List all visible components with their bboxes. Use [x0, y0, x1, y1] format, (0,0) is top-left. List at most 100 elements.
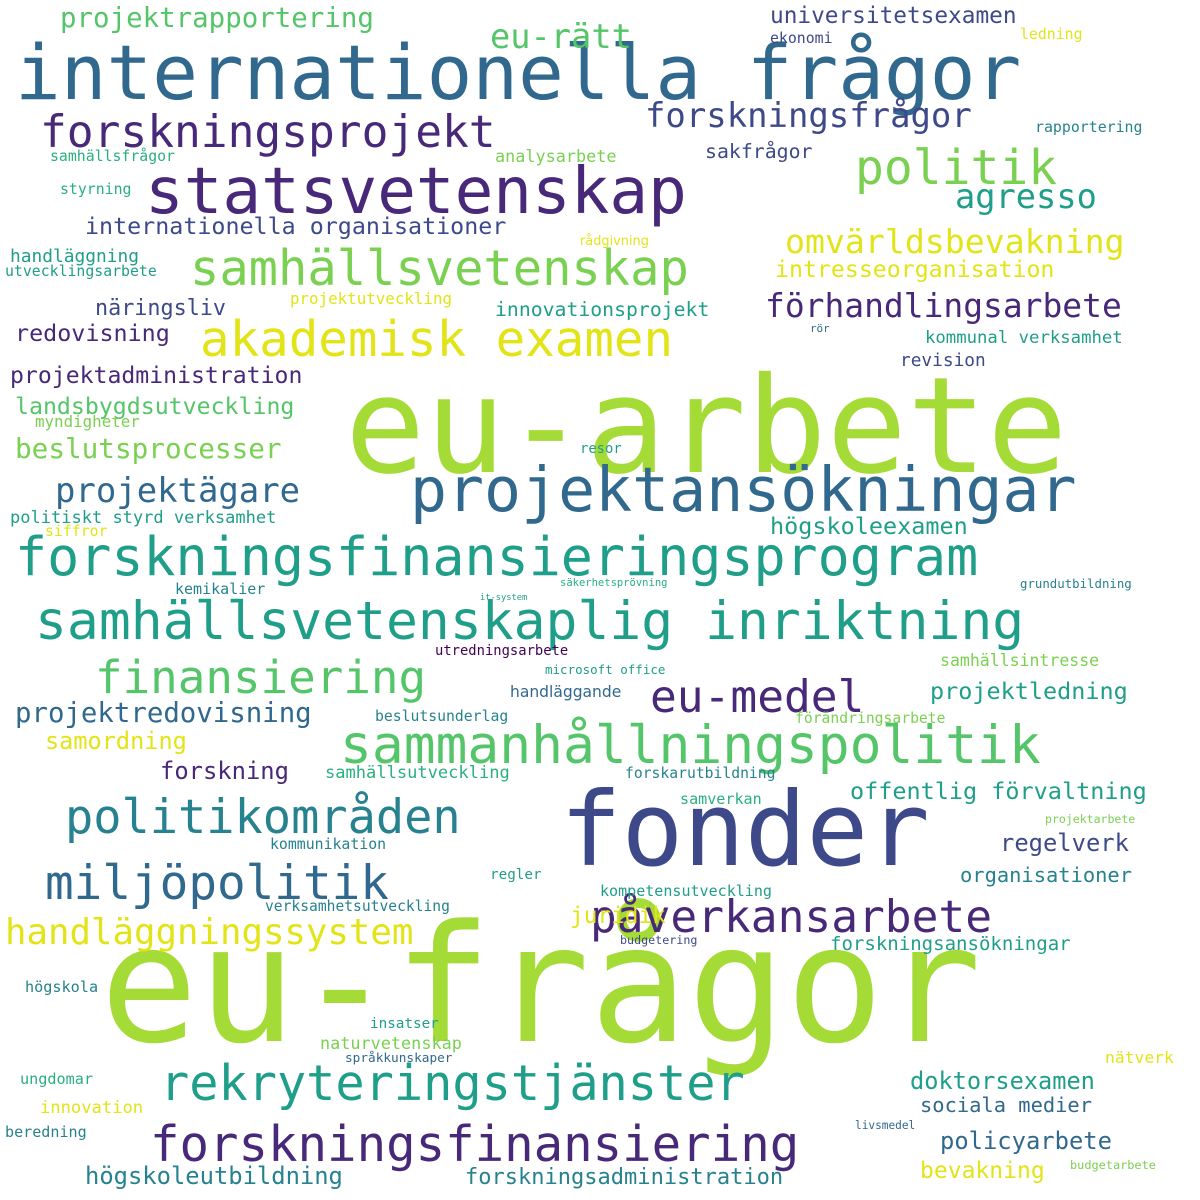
word: högskoleexamen — [770, 512, 968, 540]
word: förändringsarbete — [795, 710, 946, 727]
word: samhällsvetenskaplig inriktning — [35, 591, 1025, 652]
word: projektledning — [930, 677, 1128, 705]
word: samhällsvetenskap — [190, 241, 689, 297]
word: språkkunskaper — [345, 1051, 453, 1066]
word: fonder — [560, 771, 930, 890]
word: internationella organisationer — [85, 212, 507, 240]
word: utredningsarbete — [435, 643, 569, 659]
word: högskola — [25, 978, 99, 996]
word: eu-arbete — [345, 349, 1068, 504]
word: analysarbete — [495, 146, 617, 166]
word: forskningsprojekt — [40, 106, 496, 158]
word: samhällsintresse — [940, 651, 1100, 670]
word: regelverk — [1000, 829, 1129, 857]
word: rör — [810, 322, 830, 335]
word: kommunal verksamhet — [925, 328, 1123, 348]
word: forskningsadministration — [465, 1165, 784, 1190]
word: projektredovisning — [15, 698, 312, 729]
word: projektutveckling — [290, 289, 452, 308]
word: nätverk — [1105, 1048, 1174, 1067]
word: beslutsprocesser — [15, 432, 282, 465]
word: ledning — [1020, 26, 1083, 43]
word: handläggningssystem — [5, 912, 414, 953]
word: påverkansarbete — [590, 891, 993, 943]
word: statsvetenskap — [145, 154, 687, 229]
word: omvärldsbevakning — [785, 222, 1125, 261]
word: sammanhållningspolitik — [340, 715, 1041, 776]
word: resor — [580, 441, 622, 457]
word: ekonomi — [770, 30, 833, 47]
word: handläggning — [10, 246, 140, 267]
word: rapportering — [1035, 118, 1143, 136]
word: kommunikation — [270, 836, 387, 853]
word: insatser — [370, 1016, 439, 1032]
word: politiskt styrd verksamhet — [10, 508, 277, 528]
word: regler — [490, 867, 542, 883]
word: ungdomar — [20, 1070, 94, 1088]
word: projektrapportering — [60, 3, 374, 34]
word: eu-frågor — [100, 891, 982, 1080]
word: rekryteringstjänster — [160, 1056, 745, 1112]
word: livsmedel — [855, 1119, 916, 1132]
word: offentlig förvaltning — [850, 777, 1147, 805]
word: projektadministration — [10, 363, 303, 389]
word: myndigheter — [35, 412, 140, 431]
word: akademisk examen — [200, 310, 674, 368]
word: politikområden — [65, 790, 461, 845]
word: revision — [900, 350, 986, 371]
word: policyarbete — [940, 1127, 1112, 1155]
word: eu-medel — [650, 671, 865, 723]
word: projektansökningar — [410, 454, 1077, 526]
word: internationella frågor — [15, 28, 1022, 117]
word: redovisning — [15, 319, 170, 347]
word: rådgivning — [580, 234, 649, 249]
word: samordning — [45, 727, 187, 755]
word: organisationer — [960, 863, 1132, 887]
word: forskningsfrågor — [645, 97, 972, 136]
word: handläggande — [510, 683, 622, 701]
word: säkerhetsprövning — [560, 577, 668, 589]
word: kompetensutveckling — [600, 882, 772, 900]
word: kemikalier — [175, 580, 266, 598]
word: högskoleutbildning — [85, 1162, 343, 1190]
word: forskning — [160, 757, 289, 785]
word: samhällsfrågor — [50, 148, 175, 165]
word: verksamhetsutveckling — [265, 898, 450, 915]
word: finansiering — [95, 650, 427, 704]
word: budgetarbete — [1070, 1158, 1156, 1172]
word: sakfrågor — [705, 140, 813, 163]
word: sociala medier — [920, 1093, 1092, 1117]
word: forskningsansökningar — [830, 933, 1071, 955]
word: projektägare — [55, 472, 301, 511]
word: juridik — [570, 903, 666, 929]
word: projektarbete — [1045, 812, 1136, 826]
word: universitetsexamen — [770, 3, 1017, 29]
word: förhandlingsarbete — [765, 286, 1122, 325]
word: politik — [855, 140, 1058, 196]
word: doktorsexamen — [910, 1067, 1095, 1095]
word: landsbygdsutveckling — [15, 393, 295, 420]
word: beredning — [5, 1123, 87, 1141]
word: naturvetenskap — [320, 1033, 462, 1053]
word: budgetering — [620, 933, 698, 947]
word: forskningsfinansieringsprogram — [15, 525, 979, 588]
word: bevakning — [920, 1158, 1045, 1184]
word: eu-rätt — [490, 17, 632, 56]
word: utvecklingsarbete — [5, 263, 157, 280]
word: siffror — [45, 523, 108, 540]
word: innovationsprojekt — [495, 298, 710, 321]
word: samhällsutveckling — [325, 763, 510, 783]
word: grundutbildning — [1020, 577, 1132, 591]
word: forskningsfinansiering — [150, 1115, 800, 1173]
word: samverkan — [680, 790, 762, 808]
word: innovation — [40, 1098, 144, 1118]
word: styrning — [60, 181, 132, 198]
word: forskarutbildning — [625, 765, 776, 782]
word: microsoft office — [545, 662, 666, 677]
word: agresso — [955, 177, 1097, 216]
word: beslutsunderlag — [375, 708, 509, 725]
word: it-system — [480, 593, 528, 603]
word: miljöpolitik — [45, 856, 389, 911]
word: näringsliv — [95, 296, 227, 321]
